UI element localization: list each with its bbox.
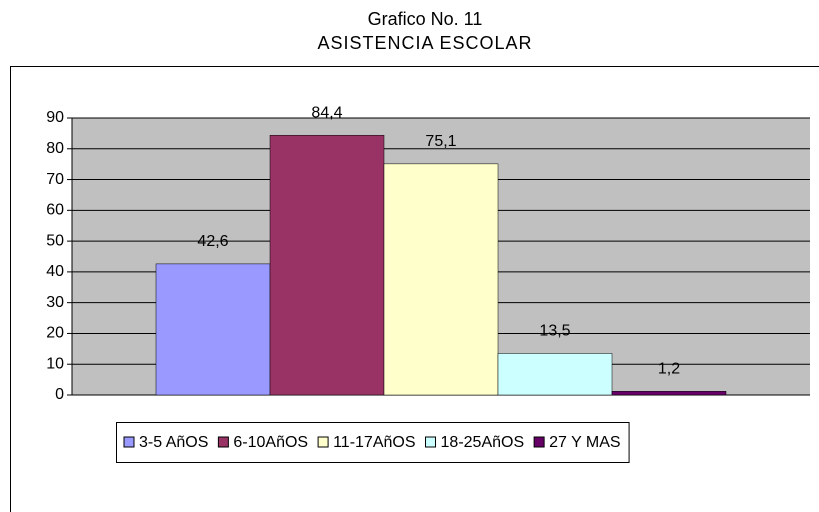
- y-tick-label: 70: [46, 171, 64, 188]
- y-tick-label: 80: [46, 140, 64, 157]
- legend-label: 27 Y MAS: [549, 434, 620, 451]
- chart-subtitle: ASISTENCIA ESCOLAR: [317, 33, 532, 53]
- chart-title: Grafico No. 11: [368, 9, 483, 29]
- y-tick-label: 30: [46, 294, 64, 311]
- data-label: 75,1: [425, 133, 456, 150]
- legend-label: 18-25AñOS: [441, 434, 525, 451]
- bar: [611, 391, 727, 396]
- legend-swatch: [317, 436, 329, 448]
- y-tick-label: 20: [46, 325, 64, 342]
- legend-swatch: [533, 436, 545, 448]
- legend-label: 6-10AñOS: [233, 434, 308, 451]
- y-tick-label: 50: [46, 232, 64, 249]
- legend-swatch: [217, 436, 229, 448]
- bar: [497, 353, 613, 396]
- data-label: 42,6: [197, 233, 228, 250]
- y-tick-label: 60: [46, 202, 64, 219]
- data-label: 84,4: [311, 104, 342, 121]
- legend-swatch: [123, 436, 135, 448]
- data-label: 1,2: [658, 361, 680, 378]
- y-tick-label: 40: [46, 263, 64, 280]
- bar: [269, 134, 385, 396]
- bar: [155, 263, 271, 396]
- y-tick-label: 90: [46, 109, 64, 126]
- y-tick-label: 0: [55, 386, 64, 403]
- y-tick-label: 10: [46, 355, 64, 372]
- legend-label: 11-17AñOS: [333, 434, 415, 451]
- bar: [383, 163, 499, 396]
- data-label: 13,5: [539, 323, 570, 340]
- legend-swatch: [425, 436, 437, 448]
- legend-label: 3-5 AñOS: [139, 434, 208, 451]
